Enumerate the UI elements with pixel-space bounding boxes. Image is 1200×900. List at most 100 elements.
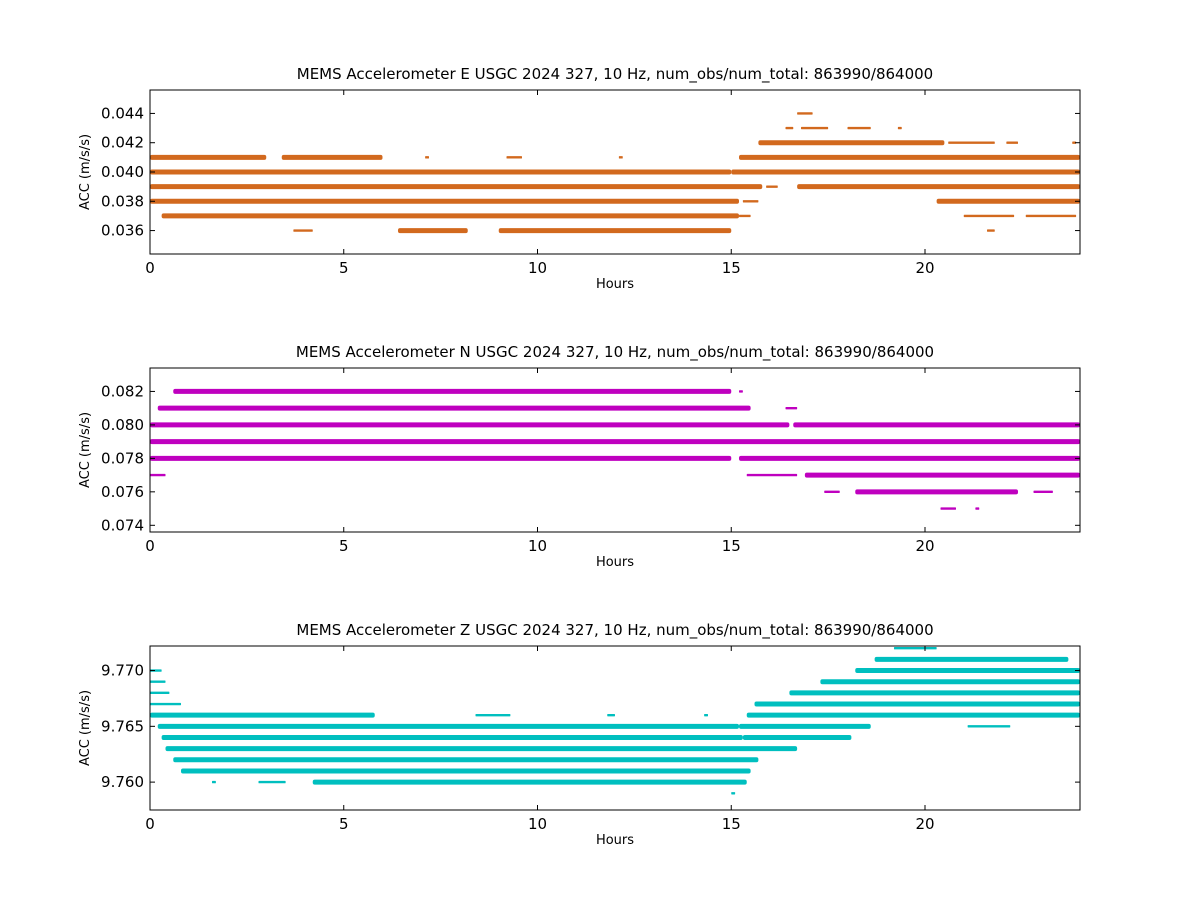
data-point-segment	[963, 214, 1015, 218]
y-tick-label: 9.760	[101, 773, 144, 791]
data-point-segment	[739, 390, 743, 393]
plot-frame	[149, 645, 1081, 811]
chart-title: MEMS Accelerometer E USGC 2024 327, 10 H…	[297, 65, 933, 84]
data-point-segment	[804, 472, 1080, 478]
data-point-segment	[618, 156, 623, 159]
data-point-segment	[936, 198, 1080, 204]
data-point-segment	[161, 213, 739, 219]
data-point-segment	[150, 680, 166, 683]
data-point-segment	[173, 757, 759, 763]
y-axis-label: ACC (m/s/s)	[78, 690, 93, 766]
data-point-segment	[498, 228, 732, 234]
y-tick-label: 0.040	[101, 163, 144, 181]
data-point-segment	[150, 455, 732, 461]
data-point-segment	[1072, 141, 1077, 144]
data-point-segment	[731, 792, 736, 795]
data-point-segment	[785, 406, 798, 410]
data-point-segment	[793, 422, 1080, 428]
data-point-segment	[754, 701, 1080, 707]
data-point-segment	[948, 141, 995, 144]
data-point-segment	[150, 691, 170, 695]
x-tick-label: 10	[528, 815, 547, 833]
data-point-segment	[506, 156, 522, 159]
x-tick-label: 0	[145, 537, 155, 555]
x-tick-label: 5	[339, 815, 349, 833]
data-point-segment	[758, 140, 945, 146]
data-point-segment	[855, 668, 1080, 674]
x-tick-label: 20	[915, 259, 934, 277]
y-tick-label: 0.036	[101, 222, 144, 240]
data-point-segment	[150, 669, 162, 672]
x-axis-label: Hours	[596, 555, 634, 570]
chart-panel-n: MEMS Accelerometer N USGC 2024 327, 10 H…	[78, 343, 1081, 570]
y-tick-label: 0.044	[101, 104, 144, 122]
data-point-segment	[987, 229, 995, 232]
x-tick-label: 0	[145, 259, 155, 277]
data-point-segment	[150, 154, 267, 160]
y-tick-label: 9.765	[101, 717, 144, 735]
data-point-segment	[739, 154, 1080, 160]
data-marks	[150, 647, 1080, 795]
y-tick-label: 0.042	[101, 134, 144, 152]
chart-panel-z: MEMS Accelerometer Z USGC 2024 327, 10 H…	[78, 621, 1081, 848]
y-axis-label: ACC (m/s/s)	[78, 134, 93, 210]
data-point-segment	[165, 746, 798, 752]
data-point-segment	[150, 169, 732, 175]
data-point-segment	[150, 439, 1080, 445]
data-point-segment	[258, 780, 286, 784]
data-point-segment	[173, 388, 732, 394]
y-axis-label: ACC (m/s/s)	[78, 412, 93, 488]
x-axis-label: Hours	[596, 277, 634, 292]
data-point-segment	[157, 723, 739, 729]
data-point-segment	[150, 198, 739, 204]
data-point-segment	[975, 507, 980, 510]
data-point-segment	[766, 185, 778, 188]
data-point-segment	[967, 725, 1011, 728]
x-tick-label: 5	[339, 537, 349, 555]
data-point-segment	[874, 656, 1069, 662]
data-point-segment	[746, 712, 1080, 718]
y-tick-label: 0.080	[101, 416, 144, 434]
x-tick-label: 20	[915, 815, 934, 833]
data-point-segment	[797, 184, 1080, 190]
data-point-segment	[293, 229, 313, 232]
data-point-segment	[150, 184, 763, 190]
x-tick-label: 15	[722, 815, 741, 833]
data-point-segment	[607, 713, 615, 717]
plot-frame	[149, 367, 1081, 533]
y-tick-label: 0.076	[101, 483, 144, 501]
data-point-segment	[731, 169, 1080, 175]
x-tick-label: 10	[528, 537, 547, 555]
data-marks	[150, 388, 1080, 510]
data-point-segment	[157, 405, 751, 411]
data-point-segment	[820, 679, 1080, 685]
data-point-segment	[281, 154, 383, 160]
data-point-segment	[897, 126, 902, 130]
x-tick-label: 5	[339, 259, 349, 277]
data-point-segment	[746, 473, 798, 477]
y-tick-label: 9.770	[101, 662, 144, 680]
data-point-segment	[855, 489, 1018, 495]
data-point-segment	[801, 126, 829, 130]
data-point-segment	[742, 734, 852, 740]
data-point-segment	[425, 156, 429, 159]
data-point-segment	[739, 723, 871, 729]
data-point-segment	[150, 422, 790, 428]
data-point-segment	[1025, 214, 1077, 218]
data-point-segment	[894, 647, 937, 650]
x-tick-label: 15	[722, 537, 741, 555]
data-point-segment	[161, 734, 743, 740]
chart-title: MEMS Accelerometer N USGC 2024 327, 10 H…	[296, 343, 934, 362]
y-tick-label: 0.038	[101, 192, 144, 210]
data-point-segment	[940, 507, 956, 510]
chart-panel-e: MEMS Accelerometer E USGC 2024 327, 10 H…	[78, 65, 1081, 292]
data-point-segment	[475, 713, 511, 717]
data-point-segment	[847, 126, 871, 130]
data-point-segment	[150, 702, 181, 706]
data-point-segment	[1033, 490, 1053, 494]
data-point-segment	[797, 112, 813, 115]
x-axis-label: Hours	[596, 833, 634, 848]
data-point-segment	[739, 455, 1080, 461]
